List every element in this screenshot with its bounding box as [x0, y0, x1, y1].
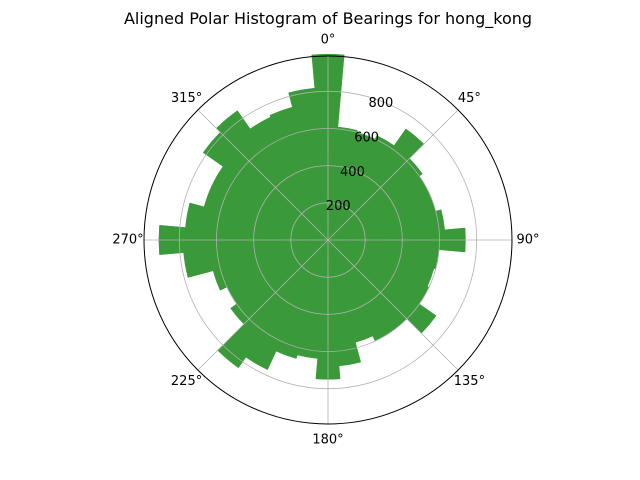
angular-gridline	[327, 239, 459, 371]
bars-group	[158, 53, 466, 380]
chart-title: Aligned Polar Histogram of Bearings for …	[124, 9, 532, 29]
angle-tick-label: 0°	[321, 33, 336, 48]
angle-tick-label: 270°	[112, 233, 143, 248]
radial-tick-label: 600	[354, 130, 379, 145]
bar-280	[185, 202, 329, 241]
bar-350	[288, 87, 329, 241]
angle-tick-label: 45°	[458, 91, 481, 106]
radial-tick-label: 800	[368, 96, 393, 111]
angle-tick-labels: 0° 45° 90° 135° 180° 225° 270° 315°	[112, 33, 539, 448]
angle-tick-label: 225°	[171, 374, 202, 389]
angular-gridline	[197, 239, 329, 371]
angular-gridline	[197, 109, 329, 241]
angle-tick-label: 180°	[312, 433, 343, 448]
angle-tick-label: 315°	[171, 91, 202, 106]
angular-gridline	[327, 109, 459, 241]
radial-tick-label: 400	[340, 165, 365, 180]
radial-tick-labels: 200 400 600 800	[326, 96, 394, 214]
angular-grid	[144, 56, 512, 424]
angle-tick-label: 90°	[516, 233, 539, 248]
polar-frame	[143, 55, 513, 425]
radial-tick-label: 200	[326, 199, 351, 214]
angle-tick-label: 135°	[454, 374, 485, 389]
